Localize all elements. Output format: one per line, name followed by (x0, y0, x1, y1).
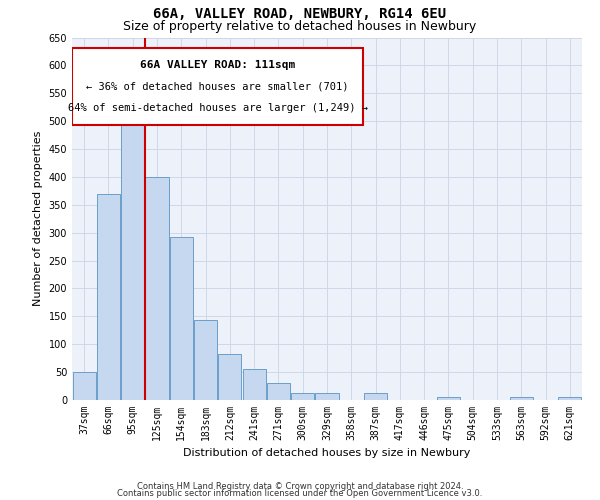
Bar (267, 384, 290, 400)
Bar (559, 397, 581, 400)
Bar (145, 177, 169, 400)
Text: ← 36% of detached houses are smaller (701): ← 36% of detached houses are smaller (70… (86, 82, 349, 92)
Bar (437, 397, 460, 400)
Bar (73, 372, 95, 400)
Bar (170, 237, 193, 400)
Bar (218, 354, 241, 400)
Bar (316, 394, 338, 400)
Y-axis label: Number of detached properties: Number of detached properties (33, 131, 43, 306)
Bar (291, 394, 314, 400)
Bar (242, 370, 266, 400)
Text: Contains public sector information licensed under the Open Government Licence v3: Contains public sector information licen… (118, 490, 482, 498)
Text: 64% of semi-detached houses are larger (1,249) →: 64% of semi-detached houses are larger (… (68, 103, 368, 113)
Text: Contains HM Land Registry data © Crown copyright and database right 2024.: Contains HM Land Registry data © Crown c… (137, 482, 463, 491)
Bar (194, 320, 217, 400)
Text: Size of property relative to detached houses in Newbury: Size of property relative to detached ho… (124, 20, 476, 33)
Bar (121, 110, 144, 400)
Bar (510, 397, 533, 400)
X-axis label: Distribution of detached houses by size in Newbury: Distribution of detached houses by size … (184, 448, 470, 458)
FancyBboxPatch shape (72, 48, 364, 124)
Text: 66A, VALLEY ROAD, NEWBURY, RG14 6EU: 66A, VALLEY ROAD, NEWBURY, RG14 6EU (154, 8, 446, 22)
Bar (364, 394, 387, 400)
Bar (97, 194, 120, 400)
Text: 66A VALLEY ROAD: 111sqm: 66A VALLEY ROAD: 111sqm (140, 60, 295, 70)
